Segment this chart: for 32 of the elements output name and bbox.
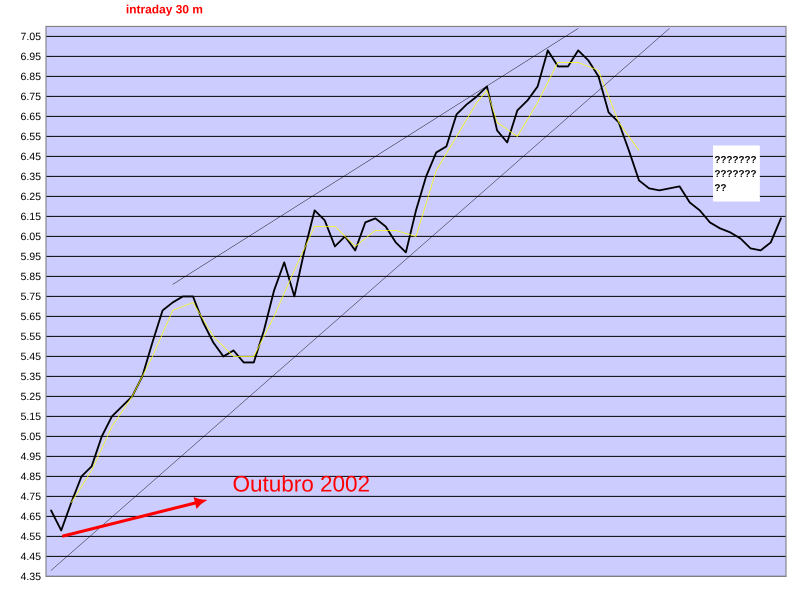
y-tick-label: 4.95 [20,452,41,460]
y-tick-label: 6.25 [21,192,41,200]
y-tick-label: 6.75 [21,92,41,100]
y-tick-label: 4.35 [20,572,41,580]
y-tick-label: 4.85 [20,472,41,480]
annotation: ??????? ??????? ?? [714,156,756,191]
y-tick-label: 6.95 [21,52,41,60]
y-tick-label: 6.55 [21,132,41,140]
y-tick-label: 6.15 [21,212,41,220]
y-tick-label: 5.75 [20,292,41,300]
y-tick-label: 6.35 [21,172,41,180]
annotation: Outubro 2002 [234,474,369,492]
y-tick-label: 7.05 [21,32,41,40]
y-tick-label: 5.95 [20,252,41,260]
chart-title: intraday 30 m [126,4,202,16]
y-tick-label: 6.85 [21,72,41,80]
y-tick-label: 6.45 [21,152,41,160]
y-tick-label: 5.45 [20,352,41,360]
y-tick-label: 5.25 [20,392,41,400]
y-tick-label: 5.15 [20,412,41,420]
y-tick-label: 6.05 [21,232,41,240]
y-tick-label: 5.05 [20,432,41,440]
y-tick-label: 6.65 [21,112,41,120]
y-tick-label: 5.65 [20,312,41,320]
y-tick-label: 5.85 [20,272,41,280]
y-tick-label: 5.35 [20,372,41,380]
y-tick-label: 4.65 [20,512,41,520]
y-tick-label: 4.45 [20,552,41,560]
y-tick-label: 4.55 [20,532,41,540]
y-tick-label: 5.55 [20,332,41,340]
y-tick-label: 4.75 [20,492,41,500]
line-series [70,62,640,503]
